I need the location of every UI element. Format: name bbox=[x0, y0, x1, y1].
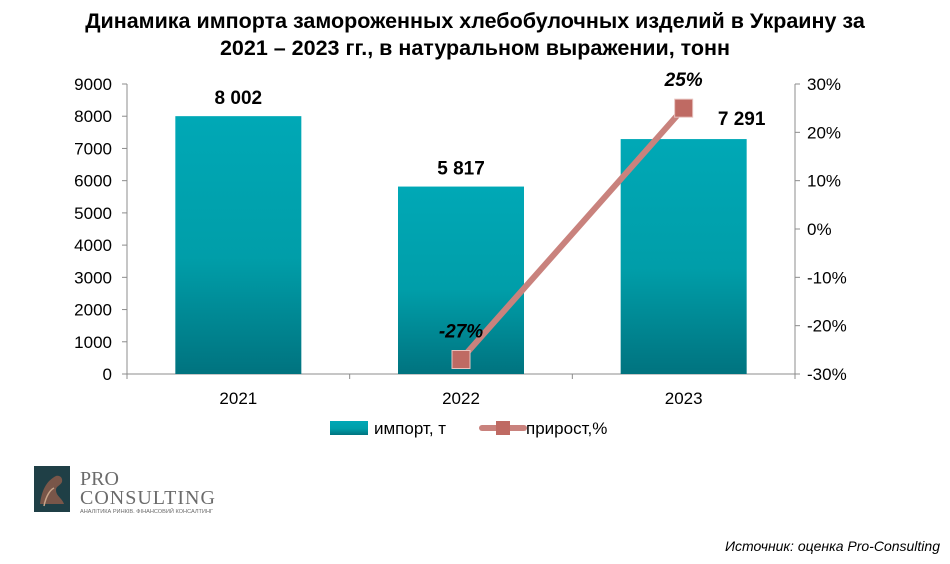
growth-data-label: -27% bbox=[439, 322, 483, 343]
data-labels: 8 002 5 817 7 291 -27% 25% bbox=[215, 70, 766, 342]
y-left-tick-label: 7000 bbox=[74, 139, 112, 158]
source-note: Источник: оценка Pro-Consulting bbox=[725, 538, 940, 554]
bar bbox=[620, 139, 747, 374]
y-left-tick-label: 5000 bbox=[74, 204, 112, 223]
bar-data-label: 7 291 bbox=[718, 109, 766, 130]
growth-data-label: 25% bbox=[664, 70, 703, 91]
y-left-tick-label: 2000 bbox=[74, 301, 112, 320]
chart-legend: импорт, т прирост,% bbox=[330, 419, 607, 438]
x-tick-label: 2021 bbox=[219, 389, 257, 408]
y-right-tick-label: -20% bbox=[807, 317, 847, 336]
legend-swatch-marker bbox=[496, 421, 510, 435]
y-right-tick-label: -10% bbox=[807, 268, 847, 287]
growth-marker bbox=[674, 98, 694, 118]
y-right-tick-label: 20% bbox=[807, 123, 841, 142]
y-left-tick-label: 6000 bbox=[74, 172, 112, 191]
legend-swatch-bar bbox=[330, 421, 368, 435]
y-right-tick-label: 30% bbox=[807, 75, 841, 94]
logo-tagline: АНАЛІТИКА РИНКІВ. ФІНАНСОВИЙ КОНСАЛТИНГ bbox=[80, 507, 213, 515]
bar bbox=[398, 186, 524, 374]
y-right-tick-label: 0% bbox=[807, 220, 832, 239]
legend-label-bar: импорт, т bbox=[374, 419, 446, 438]
chart-title-line-2: 2021 – 2023 гг., в натуральном выражении… bbox=[219, 36, 731, 60]
y-right-tick-label: 10% bbox=[807, 172, 841, 191]
y-right-tick-label: -30% bbox=[807, 365, 847, 384]
x-tick-label: 2023 bbox=[665, 389, 703, 408]
growth-line bbox=[458, 105, 687, 363]
logo-text-pro: PRO bbox=[80, 468, 119, 490]
bar-data-label: 8 002 bbox=[215, 88, 263, 109]
y-left-tick-label: 1000 bbox=[74, 333, 112, 352]
y-left-tick-label: 9000 bbox=[74, 75, 112, 94]
growth-line-series bbox=[451, 98, 694, 369]
chart-title: Динамика импорта замороженных хлебобулоч… bbox=[0, 8, 950, 62]
y-left-tick-label: 3000 bbox=[74, 268, 112, 287]
x-tick-label: 2022 bbox=[442, 389, 480, 408]
bar-series bbox=[175, 116, 747, 374]
bar bbox=[175, 116, 302, 374]
chart-title-line-1: Динамика импорта замороженных хлебобулоч… bbox=[85, 9, 865, 33]
logo-text-consulting: CONSULTING bbox=[80, 487, 216, 509]
y-left-tick-label: 8000 bbox=[74, 107, 112, 126]
y-left-tick-label: 0 bbox=[103, 365, 112, 384]
pro-consulting-logo: PRO CONSULTING АНАЛІТИКА РИНКІВ. ФІНАНСО… bbox=[34, 466, 216, 515]
legend-label-line: прирост,% bbox=[526, 419, 607, 438]
bar-data-label: 5 817 bbox=[437, 159, 485, 180]
growth-marker bbox=[451, 350, 471, 369]
y-left-tick-label: 4000 bbox=[74, 236, 112, 255]
chart-axes: 0 1000 2000 3000 4000 5000 6000 7000 8000 9000 -30… bbox=[74, 75, 847, 408]
